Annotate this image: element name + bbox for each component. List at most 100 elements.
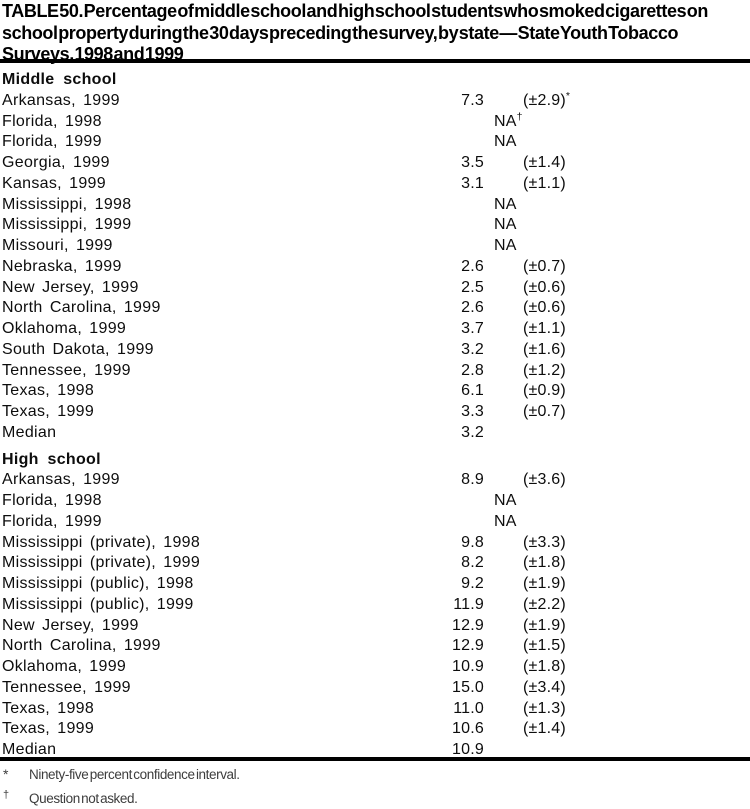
row-label: New Jersey, 1999 xyxy=(2,616,139,634)
row-label: North Carolina, 1999 xyxy=(2,299,161,317)
row-value: 8.2 xyxy=(424,553,484,574)
row-value: 3.3 xyxy=(424,402,484,423)
row-confidence-interval: NA xyxy=(494,195,517,216)
row-ci-text: (±0.9) xyxy=(523,382,566,400)
row-value-number: 2.6 xyxy=(461,299,484,317)
row-label: Florida, 1998 xyxy=(2,492,102,509)
row-ci-text: (±1.4) xyxy=(523,720,566,738)
row-confidence-interval: (±1.9) xyxy=(523,616,566,637)
row-confidence-interval: NA xyxy=(494,132,517,153)
row-value: 6.1 xyxy=(424,381,484,402)
table-row: Median 3.2 xyxy=(2,423,748,444)
row-value-number: 3.5 xyxy=(461,154,484,171)
row-value-number: 10.9 xyxy=(452,741,484,758)
row-confidence-interval: (±1.1) xyxy=(523,174,566,195)
row-value: 10.9 xyxy=(424,657,484,678)
row-label: Texas, 1998 xyxy=(2,382,95,400)
row-label: Oklahoma, 1999 xyxy=(2,320,127,337)
row-ci-text: (±1.8) xyxy=(523,554,566,572)
row-value: 11.0 xyxy=(424,699,484,720)
table-row: Arkansas, 1999 8.9 (±3.6) xyxy=(2,470,748,491)
row-label: Missouri, 1999 xyxy=(2,237,113,254)
row-value xyxy=(424,195,484,216)
row-value: 3.2 xyxy=(424,423,484,444)
row-na-value: NA xyxy=(494,195,517,213)
row-confidence-interval: NA† xyxy=(494,111,522,133)
table-title: TABLE 50. Percentage of middle school an… xyxy=(2,1,750,66)
table-row: Mississippi (public), 1998 9.2 (±1.9) xyxy=(2,574,748,595)
row-value-number: 2.5 xyxy=(461,278,484,296)
row-confidence-interval: (±0.7) xyxy=(523,257,566,278)
row-ci-text: (±1.8) xyxy=(523,658,566,675)
dagger-footnote-marker: † xyxy=(3,789,10,801)
row-confidence-interval: NA xyxy=(494,215,517,236)
row-value-number: 9.8 xyxy=(461,533,484,551)
row-label: Median xyxy=(2,741,57,758)
row-value: 2.5 xyxy=(424,278,484,299)
footnote-confidence-interval: * Ninety-five percent confidence interval… xyxy=(3,764,240,785)
table-row: Florida, 1998 NA xyxy=(2,491,748,512)
row-confidence-interval: NA xyxy=(494,236,517,257)
bottom-rule xyxy=(0,757,750,761)
row-label: Texas, 1998 xyxy=(2,699,95,717)
row-label: South Dakota, 1999 xyxy=(2,340,154,358)
row-value-number: 3.2 xyxy=(461,423,484,441)
row-label: Mississippi (private), 1999 xyxy=(2,554,201,572)
table-row: Median 10.9 xyxy=(2,740,748,761)
table-row: Kansas, 1999 3.1 (±1.1) xyxy=(2,174,748,195)
row-ci-text: (±3.3) xyxy=(523,533,566,551)
table-section: High school Arkansas, 1999 8.9 (±3.6) Florid… xyxy=(2,450,748,761)
table-row: Texas, 1998 11.0 (±1.3) xyxy=(2,699,748,720)
row-value: 8.9 xyxy=(424,470,484,491)
table-row: South Dakota, 1999 3.2 (±1.6) xyxy=(2,340,748,361)
row-value: 2.6 xyxy=(424,298,484,319)
row-value-number: 2.6 xyxy=(461,257,484,275)
row-label: Mississippi (private), 1998 xyxy=(2,533,201,551)
row-confidence-interval: (±3.6) xyxy=(523,470,566,491)
row-label: Mississippi (public), 1999 xyxy=(2,595,194,613)
row-value: 3.7 xyxy=(424,319,484,340)
table-row: Tennessee, 1999 15.0 (±3.4) xyxy=(2,678,748,699)
title-line-1: TABLE 50. Percentage of middle school an… xyxy=(2,1,709,21)
table-row: Texas, 1999 3.3 (±0.7) xyxy=(2,402,748,423)
table-row: Florida, 1999 NA xyxy=(2,512,748,533)
row-value: 12.9 xyxy=(424,616,484,637)
row-confidence-interval: (±1.3) xyxy=(523,699,566,720)
row-label: Florida, 1998 xyxy=(2,112,102,130)
row-ci-text: (±3.4) xyxy=(523,678,566,696)
row-confidence-interval: (±1.4) xyxy=(523,719,566,740)
row-value: 7.3 xyxy=(424,91,484,112)
row-value: 11.9 xyxy=(424,595,484,616)
row-value xyxy=(424,112,484,133)
row-value: 9.8 xyxy=(424,533,484,554)
row-confidence-interval: (±2.2) xyxy=(523,595,566,616)
row-value xyxy=(424,512,484,533)
row-value-number: 12.9 xyxy=(452,637,484,655)
row-confidence-interval: (±1.8) xyxy=(523,657,566,678)
row-confidence-interval: (±1.1) xyxy=(523,319,566,340)
row-ci-text: (±2.9) xyxy=(523,91,566,109)
footnotes: * Ninety-five percent confidence interval… xyxy=(3,764,240,809)
row-confidence-interval: (±3.4) xyxy=(523,678,566,699)
row-value: 10.9 xyxy=(424,740,484,761)
footnote-text: Question not asked. xyxy=(29,791,138,806)
table-row: Nebraska, 1999 2.6 (±0.7) xyxy=(2,257,748,278)
row-ci-text: (±0.7) xyxy=(523,257,566,275)
table-row: Florida, 1999 NA xyxy=(2,132,748,153)
table-row: Mississippi, 1999 NA xyxy=(2,215,748,236)
row-label: North Carolina, 1999 xyxy=(2,637,161,655)
row-ci-text: (±0.7) xyxy=(523,403,566,420)
row-ci-text: (±1.3) xyxy=(523,699,566,717)
row-confidence-interval: (±0.6) xyxy=(523,278,566,299)
row-na-value: NA xyxy=(494,492,517,509)
section-header: Middle school xyxy=(2,71,117,88)
section-header: High school xyxy=(2,450,101,468)
row-label: Florida, 1999 xyxy=(2,512,102,530)
row-confidence-interval: (±1.9) xyxy=(523,574,566,595)
row-value: 3.1 xyxy=(424,174,484,195)
row-value-number: 7.3 xyxy=(461,91,484,109)
row-label: Mississippi (public), 1998 xyxy=(2,575,194,592)
data-table: Middle school Arkansas, 1999 7.3 (±2.9)* Flo… xyxy=(2,70,748,761)
table-row: Oklahoma, 1999 10.9 (±1.8) xyxy=(2,657,748,678)
